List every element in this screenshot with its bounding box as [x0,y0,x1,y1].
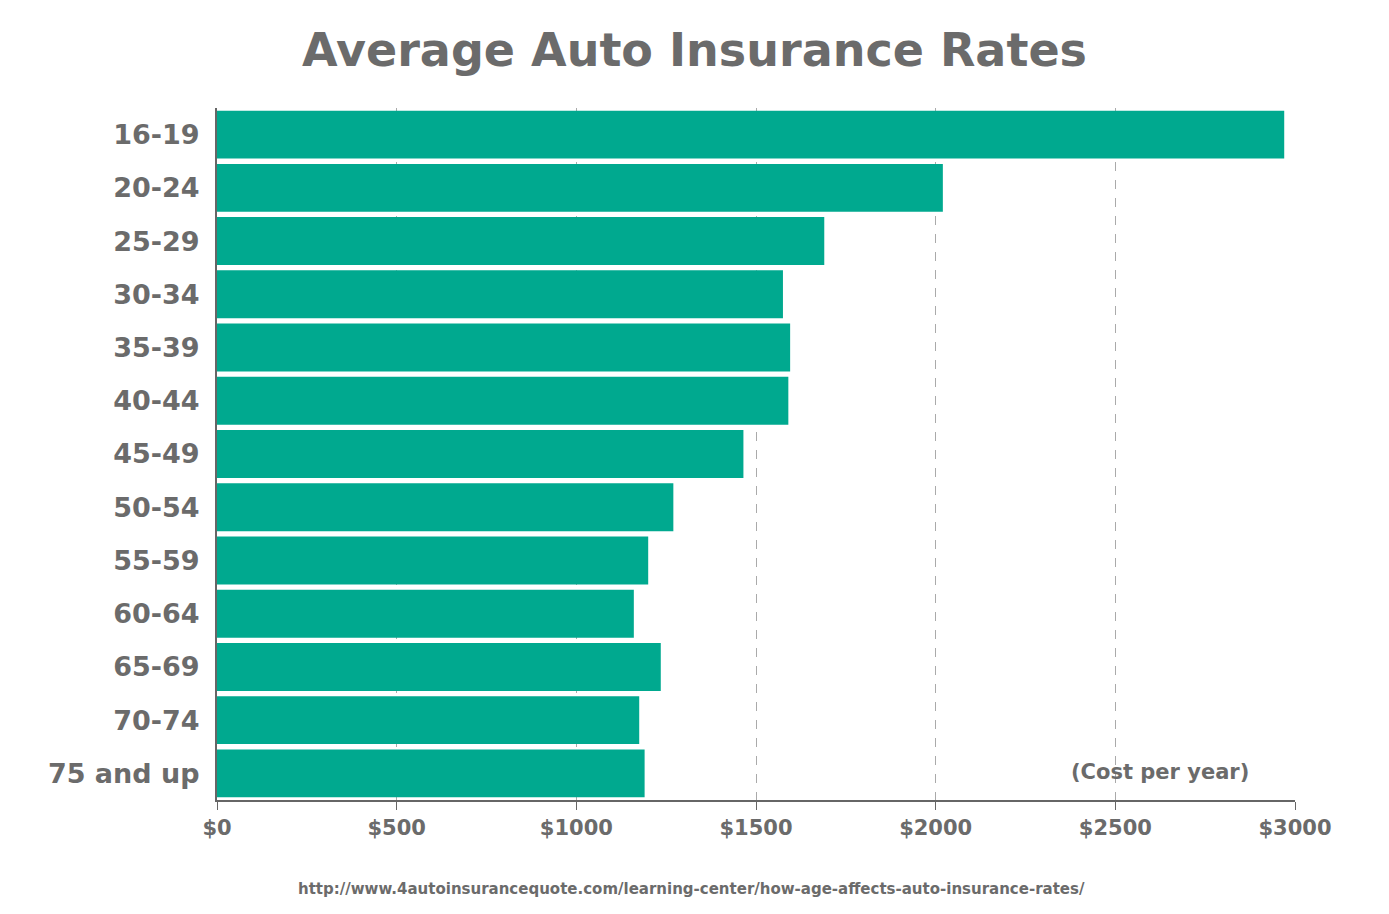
svg-text:45-49: 45-49 [113,438,199,469]
svg-text:55-59: 55-59 [113,545,199,576]
svg-text:$1000: $1000 [540,816,613,840]
svg-text:$2500: $2500 [1079,816,1152,840]
svg-text:65-69: 65-69 [113,651,199,682]
svg-text:40-44: 40-44 [113,385,199,416]
svg-text:$0: $0 [202,816,231,840]
svg-text:http://www.4autoinsurancequote: http://www.4autoinsurancequote.com/learn… [298,880,1085,898]
svg-text:$3000: $3000 [1258,816,1331,840]
svg-text:20-24: 20-24 [113,172,199,203]
svg-text:$1500: $1500 [719,816,792,840]
svg-text:$2000: $2000 [899,816,972,840]
svg-text:16-19: 16-19 [113,119,199,150]
svg-text:70-74: 70-74 [113,705,199,736]
svg-text:$500: $500 [367,816,425,840]
svg-text:Average Auto Insurance Rates: Average Auto Insurance Rates [302,23,1087,77]
svg-text:75 and up: 75 and up [48,758,200,789]
svg-text:(Cost per year): (Cost per year) [1071,760,1249,784]
svg-text:30-34: 30-34 [113,279,199,310]
svg-text:25-29: 25-29 [113,226,199,257]
svg-text:35-39: 35-39 [113,332,199,363]
svg-text:60-64: 60-64 [113,598,199,629]
svg-text:50-54: 50-54 [113,492,199,523]
